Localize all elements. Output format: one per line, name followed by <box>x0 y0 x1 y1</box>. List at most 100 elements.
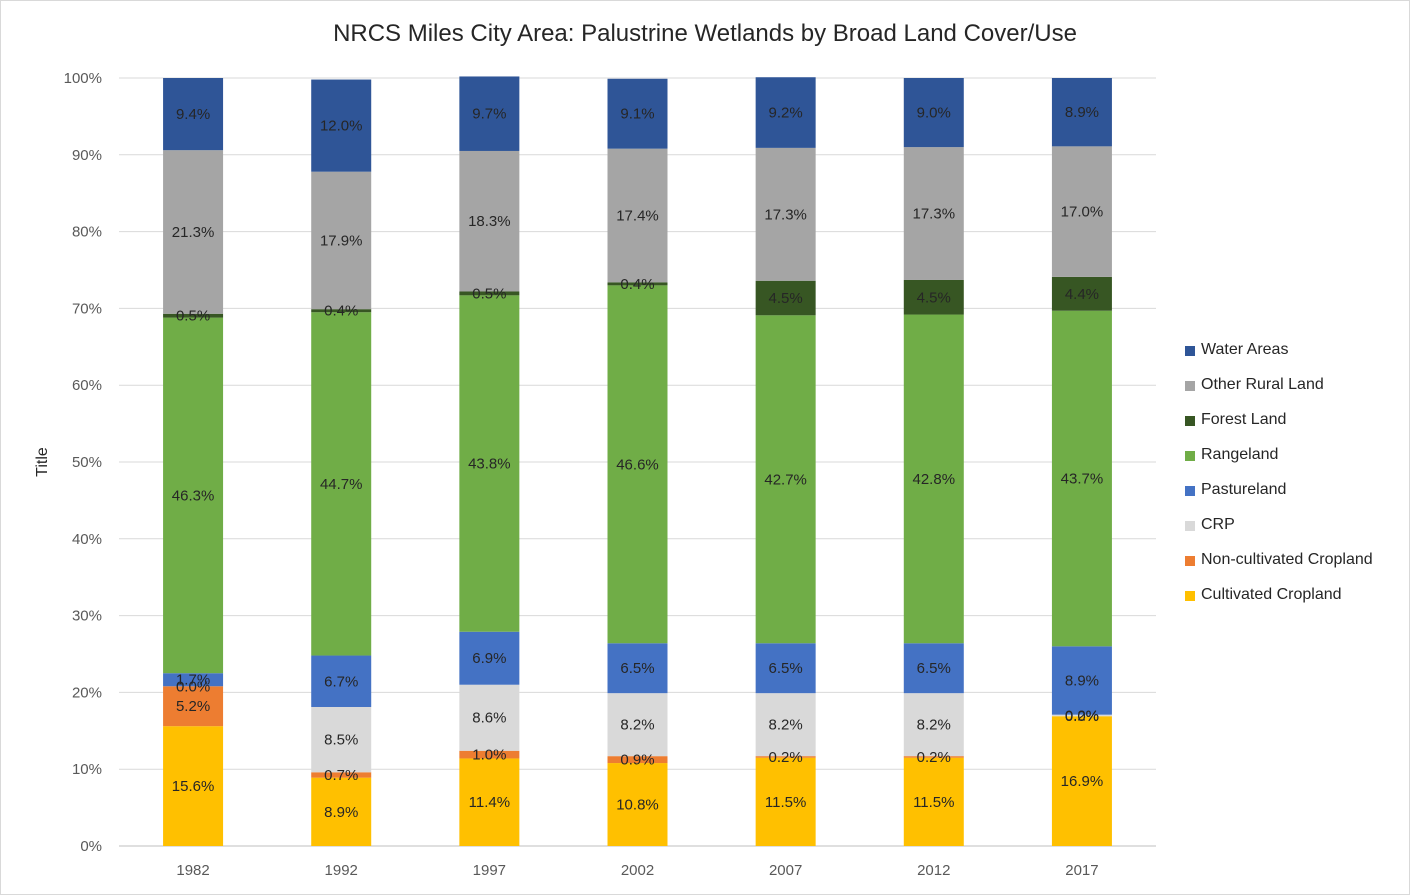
data-label: 15.6% <box>172 778 215 795</box>
data-label: 42.7% <box>764 471 807 488</box>
legend-label: Pastureland <box>1201 481 1287 498</box>
bar-segment <box>1051 78 1112 147</box>
bar-segment <box>1051 646 1112 715</box>
y-tick-label: 30% <box>72 608 102 625</box>
data-label: 8.6% <box>472 710 506 727</box>
data-label: 8.2% <box>917 717 951 734</box>
bar-segment <box>903 693 964 757</box>
bar-segment <box>311 312 372 656</box>
data-label: 6.5% <box>769 660 803 677</box>
data-label: 8.9% <box>1065 104 1099 121</box>
legend-label: Water Areas <box>1201 341 1289 358</box>
bar-segment <box>903 314 964 644</box>
bar-segment <box>459 76 520 151</box>
data-label: 17.0% <box>1061 204 1104 221</box>
legend-swatch <box>1185 591 1195 601</box>
data-label: 43.8% <box>468 456 511 473</box>
data-label: 17.4% <box>616 207 659 224</box>
data-label: 0.4% <box>620 276 654 293</box>
bar-segment <box>311 309 372 313</box>
data-label: 0.9% <box>620 752 654 769</box>
bar-segment <box>1051 716 1112 846</box>
data-label: 11.5% <box>913 794 954 811</box>
y-tick-label: 100% <box>64 70 102 87</box>
data-label: 6.5% <box>917 660 951 677</box>
data-label: 0.5% <box>176 308 210 325</box>
bar-segment <box>903 757 964 846</box>
bar-segment <box>163 313 224 318</box>
bar-segment <box>311 706 372 773</box>
legend-swatch <box>1185 556 1195 566</box>
bar-segment <box>607 756 668 764</box>
data-label: 21.3% <box>172 224 215 241</box>
bar-segment <box>607 763 668 846</box>
data-label: 5.2% <box>176 698 210 715</box>
data-label: 6.5% <box>620 660 654 677</box>
bar-segment <box>1051 714 1112 717</box>
bar-segment <box>459 150 520 292</box>
data-label: 8.2% <box>620 717 654 734</box>
data-label: 6.9% <box>472 650 506 667</box>
bar-segment <box>311 655 372 707</box>
data-label: 11.4% <box>469 794 510 811</box>
bar-segment <box>311 772 372 778</box>
data-label: 17.3% <box>764 206 807 223</box>
data-label: 1.0% <box>472 747 506 764</box>
data-label: 4.5% <box>769 290 803 307</box>
bar-segment <box>459 295 520 632</box>
x-tick-label: 2002 <box>621 862 654 879</box>
bar-segment <box>1051 146 1112 277</box>
data-label: 0.5% <box>472 285 506 302</box>
bar-segment <box>311 777 372 846</box>
bar-segment <box>903 78 964 148</box>
data-label: 6.7% <box>324 673 358 690</box>
data-label: 0.2% <box>769 749 803 766</box>
data-label: 4.4% <box>1065 286 1099 303</box>
data-label: 9.1% <box>620 106 654 123</box>
bar-segment <box>903 756 964 758</box>
bar-segment <box>311 79 372 172</box>
bar-segment <box>607 643 668 694</box>
data-label: 9.4% <box>176 106 210 123</box>
legend-swatch <box>1185 521 1195 531</box>
bar-segment <box>755 77 816 148</box>
bar-segment <box>459 758 520 846</box>
chart-title: NRCS Miles City Area: Palustrine Wetland… <box>333 20 1077 47</box>
data-label: 9.0% <box>917 105 951 122</box>
bar-segment <box>1051 276 1112 311</box>
y-axis-title: Title <box>34 447 51 477</box>
bar-segment <box>755 147 816 281</box>
bar-segment <box>903 147 964 280</box>
bar-segment <box>163 673 224 687</box>
data-label: 8.9% <box>1065 672 1099 689</box>
bar-segment <box>163 317 224 674</box>
bar-segment <box>607 282 668 286</box>
bar-segment <box>755 280 816 316</box>
legend-swatch <box>1185 486 1195 496</box>
data-label: 12.0% <box>320 118 363 135</box>
bar-segment <box>755 757 816 846</box>
bar-segment <box>755 756 816 758</box>
y-tick-label: 20% <box>72 684 102 701</box>
data-label: 9.2% <box>769 105 803 122</box>
x-tick-label: 2012 <box>917 862 950 879</box>
legend-label: Non-cultivated Cropland <box>1201 551 1373 568</box>
data-label: 0.0% <box>1065 708 1099 725</box>
bar-segment <box>163 150 224 314</box>
bar-segment <box>459 291 520 296</box>
data-label: 46.6% <box>616 456 659 473</box>
bar-segment <box>459 684 520 751</box>
bar-segment <box>607 693 668 757</box>
data-label: 16.9% <box>1061 773 1104 790</box>
data-label: 4.5% <box>917 289 951 306</box>
bar-segment <box>311 171 372 310</box>
data-label: 42.8% <box>913 471 956 488</box>
legend-label: Other Rural Land <box>1201 376 1324 393</box>
data-label: 8.2% <box>769 717 803 734</box>
y-tick-label: 90% <box>72 147 102 164</box>
x-tick-label: 2017 <box>1065 862 1098 879</box>
y-tick-label: 60% <box>72 377 102 394</box>
data-label: 8.9% <box>324 804 358 821</box>
